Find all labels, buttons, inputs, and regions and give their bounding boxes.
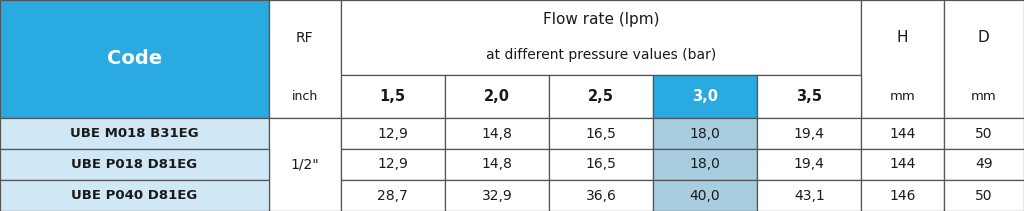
Text: 14,8: 14,8 bbox=[481, 157, 512, 172]
Text: 50: 50 bbox=[975, 188, 992, 203]
Bar bbox=[653, 118, 757, 149]
Text: 144: 144 bbox=[889, 127, 915, 141]
Text: 19,4: 19,4 bbox=[794, 127, 824, 141]
Text: D: D bbox=[978, 30, 990, 45]
Bar bbox=[444, 118, 549, 149]
Text: 1,5: 1,5 bbox=[380, 89, 406, 104]
Bar bbox=[757, 75, 861, 118]
Text: Flow rate (lpm): Flow rate (lpm) bbox=[543, 12, 659, 27]
Text: mm: mm bbox=[971, 90, 996, 103]
Text: UBE M018 B31EG: UBE M018 B31EG bbox=[71, 127, 199, 140]
Bar bbox=[341, 180, 444, 211]
Bar bbox=[341, 118, 444, 149]
Bar bbox=[757, 149, 861, 180]
Text: H: H bbox=[897, 30, 908, 45]
Text: 32,9: 32,9 bbox=[481, 188, 512, 203]
Bar bbox=[653, 149, 757, 180]
Text: 50: 50 bbox=[975, 127, 992, 141]
Text: 2,5: 2,5 bbox=[588, 89, 614, 104]
Bar bbox=[944, 0, 1024, 118]
Bar bbox=[341, 149, 444, 180]
Text: Code: Code bbox=[106, 50, 162, 69]
Bar bbox=[444, 180, 549, 211]
Bar bbox=[653, 180, 757, 211]
Text: mm: mm bbox=[890, 90, 915, 103]
Bar bbox=[861, 0, 944, 118]
Text: 3,5: 3,5 bbox=[797, 89, 822, 104]
Text: 18,0: 18,0 bbox=[689, 157, 721, 172]
Text: 18,0: 18,0 bbox=[689, 127, 721, 141]
Bar bbox=[944, 149, 1024, 180]
Bar bbox=[341, 0, 861, 75]
Bar bbox=[444, 149, 549, 180]
Text: 16,5: 16,5 bbox=[586, 157, 616, 172]
Bar bbox=[549, 180, 653, 211]
Bar bbox=[549, 149, 653, 180]
Text: 14,8: 14,8 bbox=[481, 127, 512, 141]
Bar bbox=[944, 180, 1024, 211]
Bar bbox=[653, 75, 757, 118]
Bar bbox=[0, 118, 269, 149]
Text: 3,0: 3,0 bbox=[692, 89, 718, 104]
Bar bbox=[944, 118, 1024, 149]
Text: 28,7: 28,7 bbox=[377, 188, 408, 203]
Bar bbox=[0, 180, 269, 211]
Bar bbox=[444, 75, 549, 118]
Text: 146: 146 bbox=[889, 188, 915, 203]
Bar bbox=[757, 180, 861, 211]
Text: 12,9: 12,9 bbox=[377, 157, 409, 172]
Text: 2,0: 2,0 bbox=[483, 89, 510, 104]
Text: 12,9: 12,9 bbox=[377, 127, 409, 141]
Bar bbox=[861, 180, 944, 211]
Text: 36,6: 36,6 bbox=[586, 188, 616, 203]
Text: at different pressure values (bar): at different pressure values (bar) bbox=[485, 49, 716, 62]
Bar bbox=[0, 149, 269, 180]
Text: 49: 49 bbox=[975, 157, 992, 172]
Text: 16,5: 16,5 bbox=[586, 127, 616, 141]
Text: 40,0: 40,0 bbox=[690, 188, 721, 203]
Bar bbox=[0, 0, 269, 118]
Text: RF: RF bbox=[296, 31, 313, 45]
Text: 1/2": 1/2" bbox=[291, 157, 319, 172]
Text: 144: 144 bbox=[889, 157, 915, 172]
Bar bbox=[269, 0, 341, 118]
Text: 19,4: 19,4 bbox=[794, 157, 824, 172]
Bar bbox=[757, 118, 861, 149]
Bar bbox=[861, 149, 944, 180]
Text: 43,1: 43,1 bbox=[794, 188, 824, 203]
Text: inch: inch bbox=[292, 90, 317, 103]
Bar bbox=[269, 118, 341, 211]
Bar bbox=[341, 75, 444, 118]
Text: UBE P040 D81EG: UBE P040 D81EG bbox=[72, 189, 198, 202]
Bar bbox=[549, 118, 653, 149]
Text: UBE P018 D81EG: UBE P018 D81EG bbox=[72, 158, 198, 171]
Bar bbox=[861, 118, 944, 149]
Bar bbox=[549, 75, 653, 118]
